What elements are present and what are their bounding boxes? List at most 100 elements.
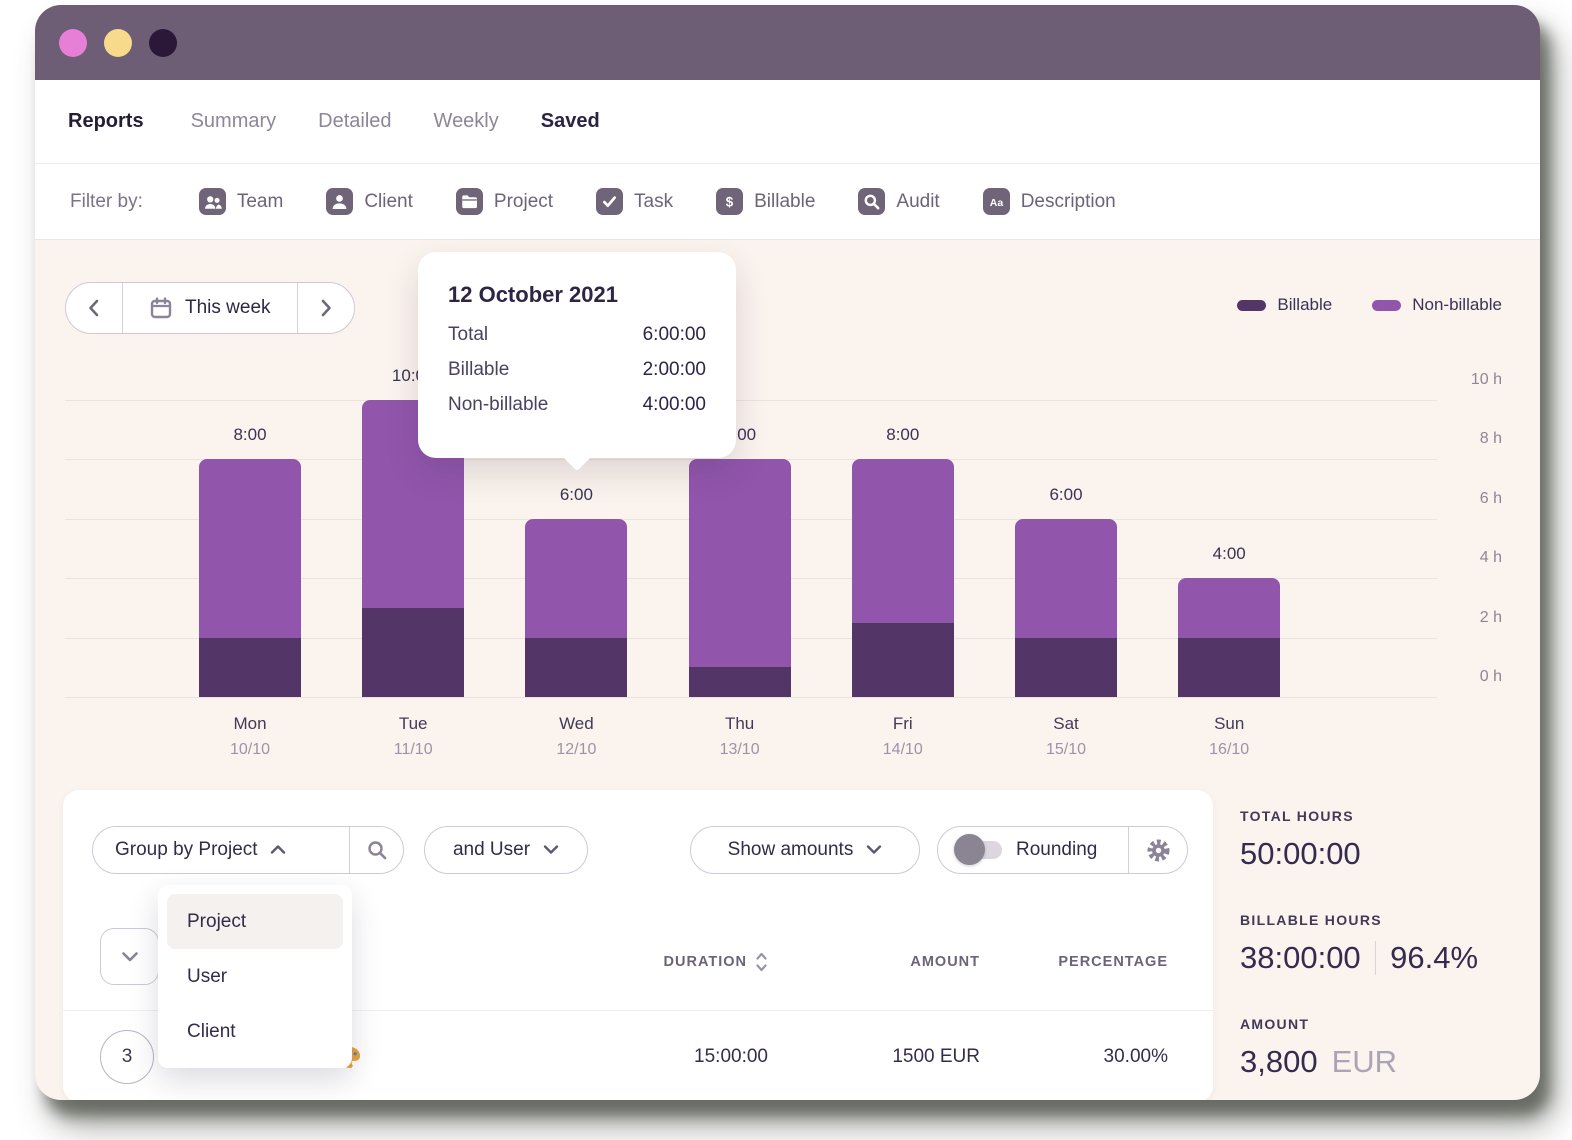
top-nav: Reports Summary Detailed Weekly Saved: [35, 80, 1540, 164]
client-icon: [326, 188, 354, 215]
bar-total-label: 4:00: [1212, 544, 1246, 564]
x-axis-label-fri: Fri 14/10: [882, 714, 923, 758]
menu-item-client[interactable]: Client: [187, 1020, 236, 1042]
bar-total-label: 8:00: [233, 425, 267, 445]
calendar-icon: [149, 296, 173, 320]
tooltip-total-label: Total: [448, 324, 489, 345]
bar-sat[interactable]: [1015, 518, 1117, 697]
bar-wed[interactable]: [525, 518, 628, 697]
period-label-button[interactable]: This week: [122, 283, 298, 333]
filter-billable[interactable]: $ Billable: [716, 188, 815, 215]
filter-audit[interactable]: Audit: [858, 188, 940, 215]
zoom-window-dot[interactable]: [149, 28, 177, 57]
billable-segment: [688, 667, 791, 697]
menu-item-project[interactable]: Project: [167, 894, 343, 949]
nonbillable-segment: [1015, 518, 1117, 638]
tooltip-date: 12 October 2021: [448, 282, 618, 307]
tooltip-nonbillable-label: Non-billable: [448, 394, 549, 415]
nonbillable-segment: [851, 459, 954, 623]
search-icon: [367, 841, 386, 860]
rounding-control: Rounding: [937, 826, 1188, 874]
summary-panel: TOTAL HOURS 50:00:00 BILLABLE HOURS 38:0…: [1240, 808, 1520, 1100]
amount-value: 3,800: [1240, 1044, 1318, 1079]
nonbillable-segment: [199, 459, 301, 638]
chevron-up-icon: [270, 839, 286, 861]
project-icon: [455, 188, 483, 215]
filter-by-label: Filter by:: [70, 190, 143, 212]
previous-period-button[interactable]: [66, 283, 122, 333]
row-duration: 15:00:00: [694, 1045, 768, 1067]
filter-client[interactable]: Client: [326, 188, 413, 215]
x-axis-label-sat: Sat 15/10: [1045, 714, 1087, 758]
legend-non-billable[interactable]: Non-billable: [1372, 295, 1502, 315]
app-window: Reports Summary Detailed Weekly Saved Filte…: [35, 5, 1540, 1100]
task-icon: [596, 188, 624, 215]
filter-description[interactable]: Aa Description: [982, 188, 1116, 215]
report-content: This week Billable Non-billable 10 h 8 h 6 …: [35, 240, 1540, 1100]
tab-detailed[interactable]: Detailed: [318, 110, 392, 132]
group-by-dropdown-menu: Project User Client: [158, 885, 352, 1068]
show-amounts-label: Show amounts: [727, 839, 854, 860]
search-button[interactable]: [350, 838, 403, 862]
group-by-select[interactable]: Group by Project: [92, 826, 404, 874]
billable-segment: [199, 637, 301, 697]
amount-label: AMOUNT: [1240, 1016, 1310, 1032]
bar-mon[interactable]: [199, 459, 301, 697]
next-period-button[interactable]: [298, 283, 354, 333]
bar-fri[interactable]: [851, 459, 954, 697]
minimize-window-dot[interactable]: [104, 28, 132, 57]
tooltip-total-value: 6:00:00: [642, 324, 706, 345]
rounding-toggle[interactable]: [954, 834, 1002, 865]
billable-segment: [851, 622, 954, 697]
filter-project[interactable]: Project: [455, 188, 553, 215]
bar-total-label: 6:00: [559, 484, 593, 504]
nonbillable-segment: [525, 518, 628, 638]
sort-icon: [756, 952, 767, 972]
y-tick-label: 4 h: [1479, 549, 1502, 567]
filter-team[interactable]: Team: [198, 188, 283, 215]
filter-task[interactable]: Task: [596, 188, 673, 215]
x-axis-label-mon: Mon 10/10: [229, 714, 271, 758]
bar-sun[interactable]: [1178, 578, 1281, 697]
x-axis-label-sun: Sun 16/10: [1209, 714, 1250, 758]
y-tick-label: 8 h: [1479, 430, 1502, 448]
tooltip-billable-label: Billable: [448, 359, 510, 380]
tab-weekly[interactable]: Weekly: [433, 110, 499, 132]
y-tick-label: 6 h: [1479, 489, 1502, 507]
billable-segment: [362, 607, 465, 697]
and-user-select[interactable]: and User: [424, 826, 588, 874]
close-window-dot[interactable]: [59, 28, 87, 57]
row-amount: 1500 EUR: [892, 1045, 980, 1067]
show-amounts-select[interactable]: Show amounts: [690, 826, 920, 874]
chevron-down-icon: [866, 839, 882, 861]
tab-saved[interactable]: Saved: [540, 110, 600, 132]
x-axis-label-tue: Tue 11/10: [393, 714, 433, 758]
gridline: [65, 400, 1437, 401]
nonbillable-segment: [688, 459, 791, 668]
amount-column-header[interactable]: AMOUNT: [910, 954, 980, 970]
billable-icon: $: [716, 188, 744, 215]
total-hours-value: 50:00:00: [1240, 836, 1361, 871]
row-percentage: 30.00%: [1103, 1045, 1168, 1067]
percentage-column-header[interactable]: PERCENTAGE: [1058, 954, 1168, 970]
team-icon: [198, 188, 226, 215]
rounding-label: Rounding: [1016, 839, 1098, 860]
period-selector: This week: [65, 282, 355, 334]
bar-total-label: 8:00: [886, 425, 920, 445]
svg-text:$: $: [726, 194, 734, 209]
menu-item-user[interactable]: User: [187, 965, 228, 987]
chevron-down-icon: [121, 951, 138, 961]
bar-total-label: 6:00: [1049, 484, 1083, 504]
duration-column-header[interactable]: DURATION: [598, 951, 768, 973]
svg-text:Aa: Aa: [989, 197, 1003, 209]
billable-hours-value: 38:00:00: [1240, 940, 1361, 975]
legend-billable[interactable]: Billable: [1237, 295, 1332, 315]
total-hours-label: TOTAL HOURS: [1240, 808, 1354, 824]
tab-summary[interactable]: Summary: [190, 110, 277, 132]
bar-thu[interactable]: [688, 459, 791, 697]
expand-rows-button[interactable]: [100, 928, 159, 985]
rounding-settings-button[interactable]: [1129, 837, 1187, 864]
nav-tabs: Summary Detailed Weekly Saved: [191, 110, 642, 133]
gridline: [65, 697, 1437, 698]
